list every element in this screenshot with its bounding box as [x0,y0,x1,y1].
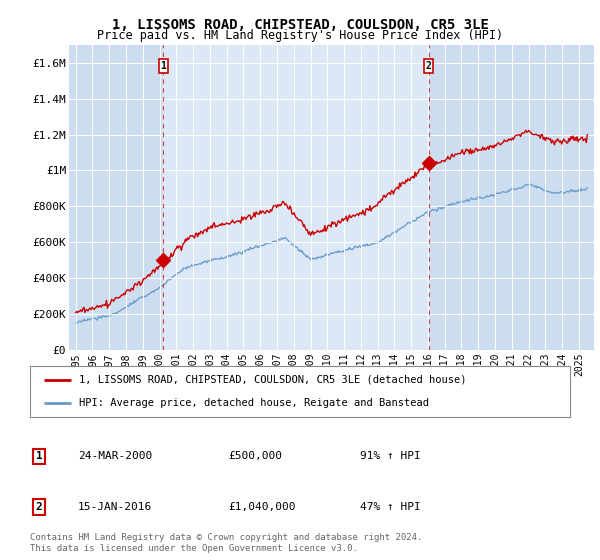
Text: 2: 2 [425,62,431,71]
Text: 1, LISSOMS ROAD, CHIPSTEAD, COULSDON, CR5 3LE: 1, LISSOMS ROAD, CHIPSTEAD, COULSDON, CR… [112,18,488,32]
Text: 91% ↑ HPI: 91% ↑ HPI [360,451,421,461]
Text: 2: 2 [35,502,43,512]
Text: 1: 1 [160,62,166,71]
Bar [163,45,428,350]
Text: £1,040,000: £1,040,000 [228,502,296,512]
Text: Contains HM Land Registry data © Crown copyright and database right 2024.
This d: Contains HM Land Registry data © Crown c… [30,533,422,553]
Text: 1, LISSOMS ROAD, CHIPSTEAD, COULSDON, CR5 3LE (detached house): 1, LISSOMS ROAD, CHIPSTEAD, COULSDON, CR… [79,375,466,385]
Text: 24-MAR-2000: 24-MAR-2000 [78,451,152,461]
Text: HPI: Average price, detached house, Reigate and Banstead: HPI: Average price, detached house, Reig… [79,398,428,408]
Text: Price paid vs. HM Land Registry's House Price Index (HPI): Price paid vs. HM Land Registry's House … [97,29,503,42]
Text: 15-JAN-2016: 15-JAN-2016 [78,502,152,512]
Text: 1: 1 [35,451,43,461]
Text: 47% ↑ HPI: 47% ↑ HPI [360,502,421,512]
Text: £500,000: £500,000 [228,451,282,461]
